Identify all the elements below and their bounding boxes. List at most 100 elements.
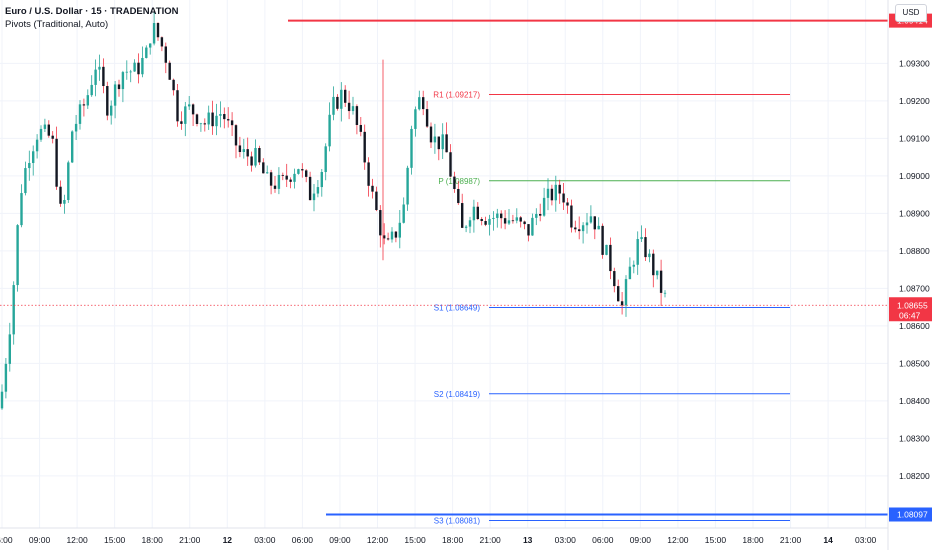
candle	[367, 157, 370, 197]
candle	[507, 208, 511, 225]
candle-body	[480, 219, 483, 222]
candle	[605, 244, 608, 256]
candle	[644, 228, 647, 261]
candle-body	[316, 187, 320, 194]
candle-body	[207, 112, 210, 125]
candle-body	[406, 167, 409, 205]
candle	[227, 107, 230, 128]
time-tick-label: 15:00	[404, 535, 426, 545]
candle	[32, 145, 35, 176]
candle-body	[8, 334, 11, 364]
price-axis[interactable]: 1.09300 1.09200 1.09100 1.09000 1.08900 1.088…	[899, 58, 930, 481]
candle	[386, 232, 390, 241]
candle	[82, 98, 86, 117]
time-axis[interactable]: 06:00 09:00 12:00 15:00 18:00 21:00 12 03:00 06:…	[0, 535, 877, 545]
candle-body	[234, 125, 238, 146]
candle	[663, 290, 667, 298]
candle-body	[24, 168, 27, 194]
pivot-level-label: S2 (1.08419)	[434, 390, 481, 399]
candle-body	[203, 123, 206, 125]
candle	[414, 106, 417, 137]
candle-body	[246, 149, 249, 157]
candle	[24, 161, 27, 196]
time-tick-label: 15:00	[104, 535, 126, 545]
time-tick-label: 09:00	[29, 535, 51, 545]
candle	[152, 11, 156, 46]
candle	[496, 208, 499, 228]
candle	[293, 168, 296, 189]
time-tick-label: 03:00	[855, 535, 877, 545]
candle	[113, 80, 117, 119]
candle	[269, 169, 273, 195]
candle	[78, 100, 82, 130]
candle-body	[47, 124, 50, 136]
candle	[390, 227, 394, 243]
candle-body	[227, 119, 230, 121]
candle-body	[468, 220, 472, 227]
candle-body	[293, 173, 296, 182]
candle-body	[191, 104, 195, 115]
candle-body	[542, 197, 546, 216]
candle	[648, 249, 651, 263]
candle	[574, 220, 577, 233]
symbol-title[interactable]: Euro / U.S. Dollar · 15 · TRADENATION	[5, 6, 179, 17]
candle	[324, 143, 327, 181]
indicator-name[interactable]: Pivots (Traditional, Auto)	[5, 19, 109, 30]
candle-body	[71, 131, 74, 163]
candle-body	[117, 84, 121, 90]
pivot-level-label: P (1.08987)	[438, 177, 480, 186]
candle-body	[188, 104, 191, 107]
candle-body	[223, 114, 226, 120]
candle-body	[648, 253, 651, 258]
candle-body	[554, 184, 557, 201]
candle	[145, 45, 148, 59]
candle	[359, 116, 362, 137]
candle	[418, 90, 421, 111]
candle-body	[359, 124, 362, 132]
candle-body	[336, 96, 339, 109]
candle	[570, 199, 573, 233]
candle	[511, 214, 515, 224]
time-tick-label: 12:00	[66, 535, 88, 545]
time-tick-label: 14	[823, 535, 833, 545]
candle	[468, 216, 472, 234]
currency-button[interactable]: USD	[895, 4, 927, 22]
candle-body	[422, 97, 425, 110]
candle	[110, 100, 113, 125]
candle	[16, 224, 19, 292]
candle-body	[351, 106, 355, 112]
candle-body	[441, 134, 444, 150]
time-tick-label: 12:00	[667, 535, 689, 545]
candle-body	[500, 213, 503, 219]
pivot-level-label: R1 (1.09217)	[433, 91, 480, 100]
candle	[266, 165, 269, 174]
candle-body	[433, 136, 437, 143]
candle-body	[78, 104, 82, 124]
candle-body	[507, 220, 511, 224]
candle-body	[110, 105, 113, 116]
candle	[488, 214, 491, 236]
candle-body	[129, 71, 132, 73]
candle-body	[519, 217, 522, 222]
candle-body	[20, 193, 23, 226]
candle	[464, 225, 468, 233]
candle-body	[324, 146, 327, 173]
candle	[254, 139, 257, 168]
candle	[578, 216, 581, 240]
candle-body	[492, 217, 495, 219]
candle-body	[425, 109, 429, 127]
candle	[47, 120, 50, 138]
candle	[429, 122, 433, 149]
candle-body	[160, 37, 164, 47]
candle-body	[219, 114, 222, 116]
candle	[172, 78, 175, 96]
time-tick-label: 06:00	[292, 535, 314, 545]
candle-body	[258, 148, 261, 163]
candle-body	[137, 62, 140, 75]
candle-body	[644, 237, 647, 258]
candle	[500, 210, 503, 229]
candle-body	[371, 185, 374, 192]
candle-body	[589, 216, 593, 223]
price-tick-label: 1.09300	[899, 58, 930, 68]
